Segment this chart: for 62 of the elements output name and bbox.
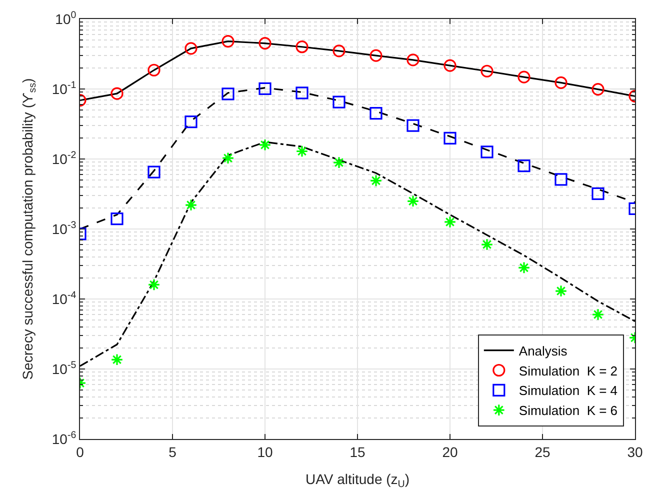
point: [184, 116, 198, 128]
legend-label: Simulation K = 2: [518, 363, 618, 378]
point: [332, 44, 346, 58]
point: [554, 76, 568, 90]
point: [332, 156, 346, 169]
point: [444, 59, 456, 72]
point: [148, 166, 160, 178]
legend-label: Analysis: [518, 343, 568, 358]
point: [258, 36, 272, 50]
point: [518, 70, 530, 84]
point: [554, 284, 568, 298]
y-tick-label: 10$^{0}$: [55, 10, 77, 27]
point: [110, 353, 124, 366]
x-tick-label: 10: [257, 444, 273, 460]
point: [406, 194, 420, 208]
point: [480, 238, 494, 251]
y-tick-label: 10$^{-3}$: [52, 220, 77, 237]
y-tick-label: 10$^{-2}$: [52, 150, 76, 167]
point: [148, 278, 160, 291]
point: [370, 174, 382, 187]
point: [518, 262, 530, 274]
x-tick-label: 15: [350, 444, 366, 460]
point: [592, 83, 604, 96]
x-tick-label: 20: [442, 444, 458, 460]
point: [406, 54, 420, 66]
x-tick-label: 0: [76, 444, 84, 460]
point: [184, 198, 198, 212]
point: [222, 35, 234, 48]
legend-label: Simulation K = 6: [518, 403, 618, 418]
point: [296, 40, 308, 54]
x-tick-label: 30: [627, 444, 643, 460]
point: [222, 88, 234, 100]
point: [148, 64, 160, 76]
x-tick-label: 5: [168, 444, 177, 460]
point: [332, 96, 346, 108]
point: [406, 119, 420, 132]
point: [258, 138, 272, 152]
point: [370, 106, 382, 120]
legend-label: Simulation K = 4: [518, 383, 618, 398]
x-tick-label: 25: [534, 444, 550, 460]
point: [370, 49, 382, 62]
point: [110, 87, 124, 100]
point: [592, 187, 604, 200]
y-tick-label: 10$^{-5}$: [52, 360, 77, 377]
x-axis-title: UAV altitude (z$_{U}$): [305, 471, 410, 490]
point: [444, 132, 456, 145]
line-series: [80, 141, 635, 367]
y-tick-label: 10$^{-1}$: [52, 80, 76, 97]
point: [258, 82, 272, 95]
point: [592, 308, 604, 321]
point: [296, 86, 308, 100]
point: [444, 216, 456, 228]
point: [518, 159, 530, 172]
point: [184, 42, 198, 55]
point: [480, 64, 494, 78]
y-tick-label: 10$^{-6}$: [52, 430, 77, 447]
y-tick-label: 10$^{-4}$: [52, 290, 77, 307]
point: [296, 145, 308, 158]
point: [480, 146, 494, 158]
point: [110, 212, 124, 226]
point: [222, 152, 234, 164]
point: [554, 173, 568, 186]
